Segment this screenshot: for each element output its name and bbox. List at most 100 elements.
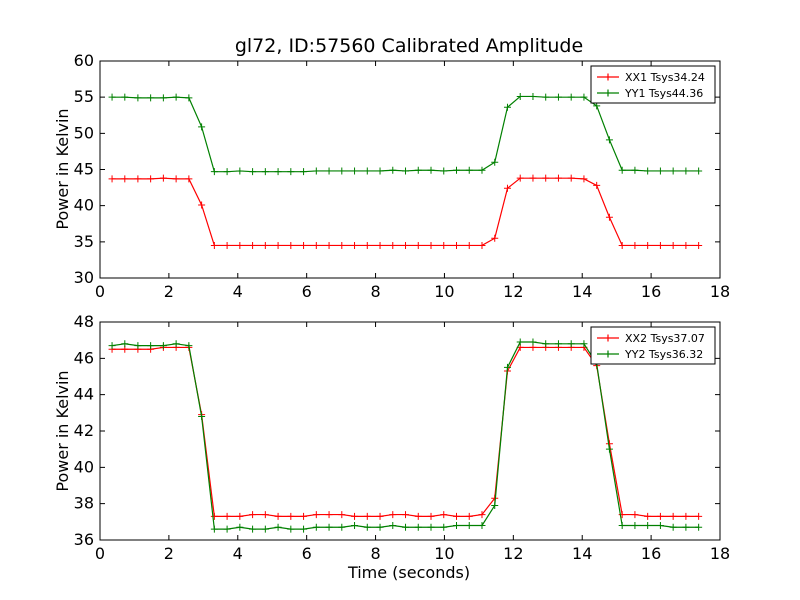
bottom-chart-series-2-point	[516, 338, 524, 346]
top-chart-series-1-point	[134, 175, 142, 183]
top-chart-series-1-point	[440, 241, 448, 249]
top-chart-series-1-point	[108, 175, 116, 183]
top-chart-legend-swatch-2	[597, 89, 619, 97]
bottom-chart-series-2-point	[338, 523, 346, 531]
top-chart-series-2-point	[453, 166, 460, 174]
bottom-chart-series-1-point	[261, 511, 269, 519]
bottom-chart-series-1-point	[249, 511, 257, 519]
bottom-chart-series-1-point	[389, 511, 397, 519]
bottom-chart-series-1-point	[644, 512, 652, 520]
top-chart-series-1-point	[427, 241, 435, 249]
top-chart-legend-label-1: XX1 Tsys34.24	[625, 71, 705, 84]
bottom-chart-legend-label-1: XX2 Tsys37.07	[625, 332, 705, 345]
bottom-chart-series-2-point	[529, 338, 537, 346]
top-chart-x-tick-label: 8	[370, 282, 380, 301]
bottom-chart-series-1-point	[427, 512, 435, 520]
bottom-chart-series-1-point	[478, 511, 486, 519]
top-chart-series-2-point	[414, 166, 422, 174]
top-chart-y-axis-label: Power in Kelvin	[53, 108, 72, 229]
top-chart-series-2-point	[325, 167, 333, 175]
top-chart-series-2-point	[593, 102, 601, 110]
bottom-chart-series-2-point	[631, 521, 639, 529]
top-chart-series-1-point	[159, 174, 167, 182]
top-chart-series-1-point	[351, 241, 359, 249]
bottom-chart-x-tick-label: 6	[302, 544, 312, 563]
bottom-chart-series-2-point	[363, 523, 371, 531]
top-chart-series-2-point	[249, 168, 257, 176]
top-chart-series-1-point	[147, 175, 155, 183]
top-chart-x-tick-label: 4	[233, 282, 243, 301]
top-chart-series-1-point	[478, 241, 486, 249]
top-chart-plot: 0 2 4 6 8 10 12 14 16 18 30 35 40 45 50 55 60 XX1 Tsys34.…	[74, 51, 731, 301]
top-chart-title: gl72, ID:57560 Calibrated Amplitude	[235, 35, 583, 57]
bottom-chart-series-1-point	[440, 511, 448, 519]
top-chart-series-1-point	[516, 174, 524, 182]
bottom-chart-y-axis-label: Power in Kelvin	[53, 370, 72, 491]
bottom-chart-series-2-point	[210, 525, 218, 533]
top-chart-x-tick-label: 2	[164, 282, 174, 301]
top-chart-legend-swatch-1	[597, 73, 619, 81]
bottom-chart-series-1-point	[210, 512, 218, 520]
top-chart-series-1-point	[402, 241, 410, 249]
top-chart-series-2-point	[147, 94, 155, 102]
top-chart-series-1-point	[631, 241, 639, 249]
top-chart-x-tick-label: 6	[302, 282, 312, 301]
bottom-chart-series-1-point	[682, 512, 690, 520]
top-chart-series-2-point	[618, 166, 626, 174]
bottom-chart-x-tick-label: 18	[710, 544, 730, 563]
top-chart-series-2-point	[236, 167, 244, 175]
bottom-chart-series-2-point	[427, 523, 435, 531]
bottom-chart-series-2-point	[453, 521, 460, 529]
bottom-chart-series-2-point	[351, 521, 359, 529]
bottom-chart-series-1-point	[402, 511, 410, 519]
top-chart-series-1-point	[554, 174, 562, 182]
bottom-chart-series-2-point	[223, 525, 231, 533]
bottom-chart-x-tick-label: 10	[434, 544, 454, 563]
bottom-chart-x-tick-label: 14	[572, 544, 592, 563]
top-chart-series-2-point	[567, 93, 575, 101]
top-chart-series-1-point	[682, 241, 690, 249]
top-chart-series-1-point	[644, 241, 652, 249]
top-chart-series-2-point	[363, 167, 371, 175]
bottom-chart-series-1-point	[338, 511, 346, 519]
top-chart-series-1-point	[465, 241, 473, 249]
bottom-chart-series-1-point	[223, 512, 231, 520]
top-chart-series-1-point	[185, 175, 193, 183]
bottom-chart-series-1-point	[300, 512, 308, 520]
top-chart-x-tick-label: 18	[710, 282, 730, 301]
top-chart-series-1-point	[593, 181, 601, 189]
top-chart-series-1-point	[363, 241, 371, 249]
top-chart-series-1-point	[261, 241, 269, 249]
top-chart-series-2-point	[300, 168, 308, 176]
bottom-chart-series-1-point	[363, 512, 371, 520]
bottom-chart-series-1-point	[236, 512, 244, 520]
bottom-chart-series-2-point	[147, 342, 155, 350]
top-chart-series-1-point	[605, 213, 613, 221]
top-chart-series-2-point	[172, 93, 180, 101]
bottom-chart-series-2-point	[656, 521, 664, 529]
bottom-chart-series-2-point	[389, 521, 397, 529]
top-chart-series-2-point	[121, 93, 129, 101]
top-chart-series-2-point	[440, 167, 448, 175]
top-chart-series-1-point	[529, 174, 537, 182]
top-chart-series-1-point	[567, 174, 575, 182]
top-chart-series-2-point	[287, 168, 295, 176]
top-chart-series-2-point	[274, 168, 282, 176]
top-chart-series-2-point	[491, 158, 499, 166]
bottom-chart-series-2-point	[134, 342, 142, 350]
top-chart-series-1-point	[695, 241, 703, 249]
top-chart-series-2-point	[516, 92, 524, 100]
bottom-chart-series-2-point	[580, 340, 588, 348]
bottom-chart-x-tick-label: 2	[164, 544, 174, 563]
top-chart-series-1-point	[580, 175, 588, 183]
bottom-chart-series-1-point	[274, 512, 282, 520]
bottom-chart-y-tick-label: 36	[74, 530, 94, 549]
top-chart-series-1-point	[172, 175, 180, 183]
top-chart-series-1-point	[287, 241, 295, 249]
bottom-chart-x-tick-label: 0	[95, 544, 105, 563]
bottom-chart-series-1-point	[312, 511, 320, 519]
bottom-chart-legend-label-2: YY2 Tsys36.32	[624, 348, 703, 361]
top-chart-y-tick-label: 30	[74, 268, 94, 287]
bottom-chart-series-2-point	[414, 523, 422, 531]
